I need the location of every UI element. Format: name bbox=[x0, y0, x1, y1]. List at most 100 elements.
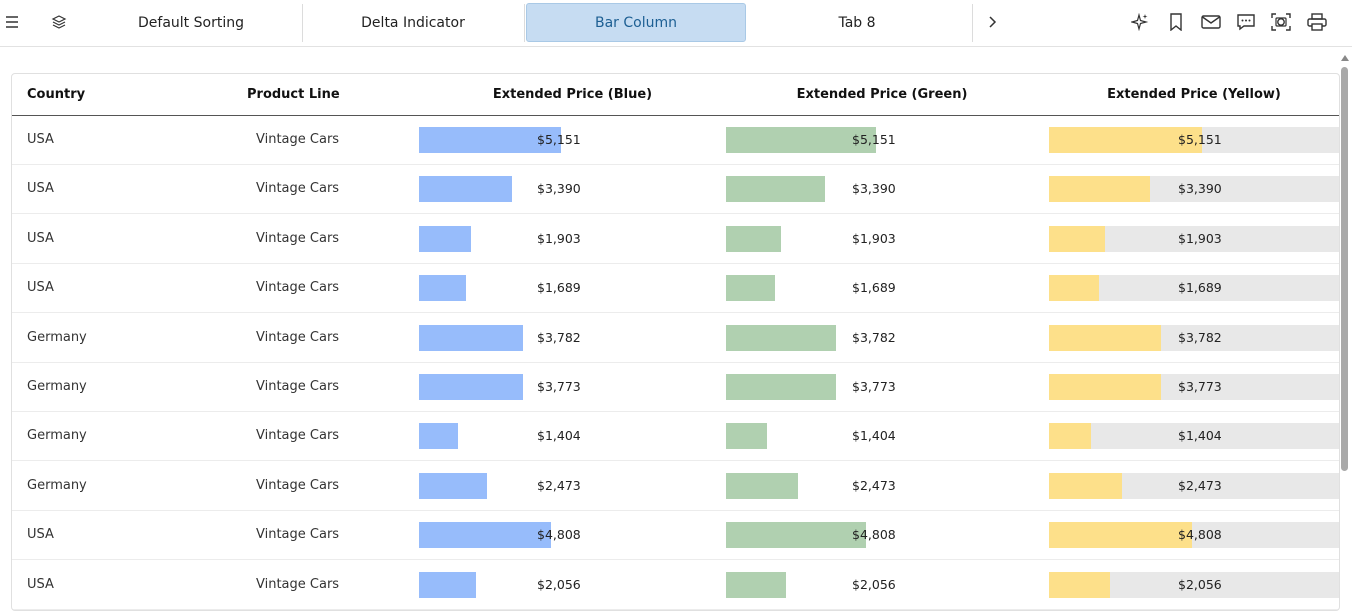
value-blue: $2,473 bbox=[537, 477, 581, 493]
table-row[interactable]: Germany Vintage Cars $1,404 $1,404 $1,404 bbox=[12, 411, 1339, 462]
toolbar: Default Sorting Delta Indicator Bar Colu… bbox=[0, 0, 1352, 47]
value-yellow: $3,390 bbox=[1178, 181, 1222, 197]
bar-yellow bbox=[1049, 176, 1150, 203]
vertical-scrollbar[interactable] bbox=[1339, 55, 1350, 609]
cell-product-line: Vintage Cars bbox=[256, 230, 340, 246]
value-green: $2,056 bbox=[852, 576, 896, 592]
tab-bar-column[interactable]: Bar Column bbox=[526, 3, 746, 42]
bar-track-yellow bbox=[1049, 324, 1339, 351]
table-row[interactable]: USA Vintage Cars $1,903 $1,903 $1,903 bbox=[12, 214, 1339, 264]
value-yellow: $1,404 bbox=[1178, 428, 1222, 444]
menu-icon[interactable] bbox=[0, 10, 24, 34]
table-row[interactable]: Germany Vintage Cars $3,782 $3,782 $3,782 bbox=[12, 313, 1339, 363]
bar-track-yellow bbox=[1049, 176, 1339, 203]
cell-product-line: Vintage Cars bbox=[256, 527, 340, 543]
value-blue: $1,689 bbox=[537, 280, 581, 296]
tab-delta-indicator[interactable]: Delta Indicator bbox=[361, 14, 465, 31]
bar-green bbox=[726, 324, 837, 351]
cell-country: Germany bbox=[27, 428, 87, 444]
bar-blue bbox=[419, 225, 472, 252]
sparkle-icon[interactable] bbox=[1128, 10, 1152, 34]
table-row[interactable]: USA Vintage Cars $5,151 $5,151 $5,151 bbox=[12, 115, 1339, 165]
tab-divider bbox=[302, 4, 303, 42]
bar-green bbox=[726, 275, 776, 302]
value-yellow: $3,773 bbox=[1178, 379, 1222, 394]
bar-green bbox=[726, 176, 825, 203]
bookmark-icon[interactable] bbox=[1164, 10, 1188, 34]
bar-green bbox=[726, 571, 786, 598]
cell-country: USA bbox=[27, 132, 54, 147]
column-header-price-yellow[interactable]: Extended Price (Yellow) bbox=[1107, 87, 1281, 102]
bar-yellow bbox=[1049, 225, 1106, 252]
tab-divider bbox=[972, 4, 973, 42]
bar-track-yellow bbox=[1049, 522, 1339, 549]
cell-country: USA bbox=[27, 230, 54, 246]
bar-blue bbox=[419, 176, 513, 203]
value-green: $1,404 bbox=[852, 428, 896, 444]
value-blue: $1,404 bbox=[537, 428, 581, 444]
tab-tab-8[interactable]: Tab 8 bbox=[838, 14, 876, 31]
bar-yellow bbox=[1049, 472, 1123, 499]
cell-product-line: Vintage Cars bbox=[256, 280, 340, 296]
value-blue: $1,903 bbox=[537, 230, 581, 246]
value-blue: $3,773 bbox=[537, 379, 581, 394]
bar-track-yellow bbox=[1049, 571, 1339, 598]
bar-yellow bbox=[1049, 374, 1161, 400]
cell-country: USA bbox=[27, 576, 54, 592]
screenshot-icon[interactable] bbox=[1269, 10, 1293, 34]
comment-icon[interactable] bbox=[1234, 10, 1258, 34]
column-header-price-blue[interactable]: Extended Price (Blue) bbox=[492, 87, 653, 102]
value-green: $2,473 bbox=[852, 477, 896, 493]
bar-green bbox=[726, 127, 876, 153]
bar-yellow bbox=[1049, 275, 1100, 302]
tab-default-sorting[interactable]: Default Sorting bbox=[138, 14, 244, 31]
value-yellow: $2,473 bbox=[1178, 477, 1222, 493]
table-row[interactable]: USA Vintage Cars $4,808 $4,808 $4,808 bbox=[12, 510, 1339, 561]
bar-track-yellow bbox=[1049, 127, 1339, 153]
bar-track-yellow bbox=[1049, 374, 1339, 400]
cell-country: USA bbox=[27, 181, 54, 197]
bar-green bbox=[726, 374, 836, 400]
value-green: $3,782 bbox=[852, 329, 896, 345]
cell-product-line: Vintage Cars bbox=[256, 477, 340, 493]
value-yellow: $1,689 bbox=[1178, 280, 1222, 296]
cell-country: USA bbox=[27, 280, 54, 296]
scrollbar-thumb[interactable] bbox=[1341, 67, 1348, 471]
bar-blue bbox=[419, 275, 466, 302]
value-green: $1,689 bbox=[852, 280, 896, 296]
cell-country: Germany bbox=[27, 477, 87, 493]
table-row[interactable]: USA Vintage Cars $1,689 $1,689 $1,689 bbox=[12, 263, 1339, 314]
table-row[interactable]: USA Vintage Cars $2,056 $2,056 $2,056 bbox=[12, 560, 1339, 610]
print-icon[interactable] bbox=[1305, 10, 1329, 34]
bar-yellow bbox=[1049, 522, 1192, 549]
bar-green bbox=[726, 225, 782, 252]
value-blue: $3,782 bbox=[537, 329, 581, 345]
layers-icon[interactable] bbox=[47, 10, 71, 34]
value-yellow: $1,903 bbox=[1178, 230, 1222, 246]
chevron-right-icon[interactable] bbox=[980, 10, 1004, 34]
bar-track-yellow bbox=[1049, 472, 1339, 499]
bar-green bbox=[726, 423, 767, 450]
value-yellow: $4,808 bbox=[1178, 527, 1222, 543]
cell-product-line: Vintage Cars bbox=[256, 576, 340, 592]
bar-blue bbox=[419, 571, 476, 598]
cell-product-line: Vintage Cars bbox=[256, 181, 340, 197]
column-header-price-green[interactable]: Extended Price (Green) bbox=[796, 87, 968, 102]
bar-blue bbox=[419, 324, 524, 351]
table-row[interactable]: Germany Vintage Cars $3,773 $3,773 $3,773 bbox=[12, 362, 1339, 412]
table-row[interactable]: USA Vintage Cars $3,390 $3,390 $3,390 bbox=[12, 164, 1339, 215]
bar-yellow bbox=[1049, 423, 1091, 450]
bar-blue bbox=[419, 423, 458, 450]
value-blue: $4,808 bbox=[537, 527, 581, 543]
table-row[interactable]: Germany Vintage Cars $2,473 $2,473 $2,473 bbox=[12, 461, 1339, 511]
value-blue: $2,056 bbox=[537, 576, 581, 592]
column-header-product-line[interactable]: Product Line bbox=[247, 87, 340, 102]
mail-icon[interactable] bbox=[1199, 10, 1223, 34]
value-yellow: $5,151 bbox=[1178, 132, 1222, 147]
bar-blue bbox=[419, 127, 561, 153]
bar-blue bbox=[419, 522, 552, 549]
bar-blue bbox=[419, 374, 523, 400]
scroll-up-arrow-icon[interactable] bbox=[1341, 55, 1349, 61]
bar-yellow bbox=[1049, 571, 1111, 598]
column-header-country[interactable]: Country bbox=[27, 87, 86, 102]
